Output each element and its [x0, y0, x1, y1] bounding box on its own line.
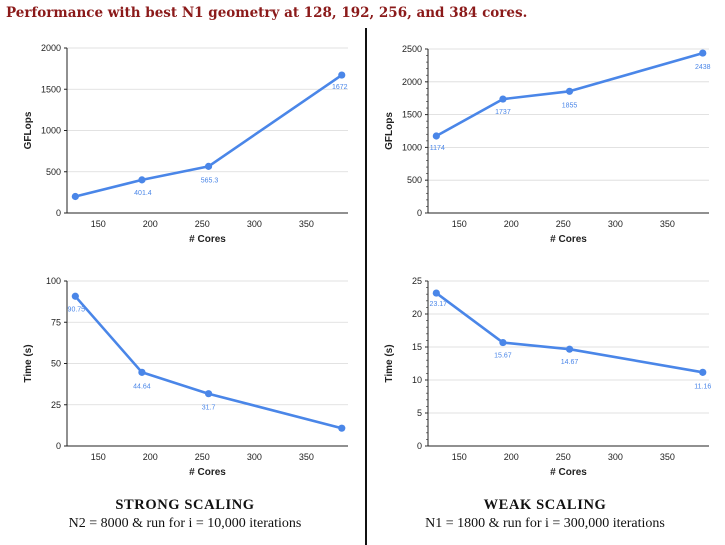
x-axis-label: # Cores: [189, 234, 226, 245]
data-label: 1174: [430, 145, 445, 152]
data-point: [432, 289, 440, 297]
series-line: [435, 292, 704, 374]
y-tick-label: 1500: [402, 110, 422, 120]
data-point: [204, 390, 213, 398]
caption-strong-scaling: STRONG SCALING N2 = 8000 & run for i = 1…: [20, 497, 350, 532]
caption-weak-title: WEAK SCALING: [483, 497, 607, 513]
y-axis-label: GFLops: [384, 112, 395, 150]
x-axis-label: # Cores: [550, 467, 587, 478]
data-point: [338, 71, 346, 79]
chart-weak-time: 0 5 10 15 20 25 150 200 250 300 350 # Cores Time (s)…: [384, 276, 711, 478]
data-label: 15.67: [494, 353, 512, 360]
y-tick-label: 5: [417, 408, 422, 418]
series-line: [435, 51, 704, 138]
y-tick-label: 0: [56, 208, 61, 218]
data-label: 1672: [332, 84, 348, 91]
y-tick-label: 1000: [41, 126, 61, 136]
data-point: [138, 176, 146, 184]
y-tick-label: 15: [412, 342, 422, 352]
data-point: [432, 132, 440, 140]
panel-divider: [365, 28, 367, 545]
data-point: [699, 49, 707, 57]
caption-weak-subtitle: N1 = 1800 & run for i = 300,000 iteratio…: [425, 516, 665, 531]
x-tick-label: 200: [143, 452, 158, 462]
data-point: [499, 95, 507, 103]
data-point: [138, 368, 146, 376]
series-line: [74, 74, 343, 198]
y-tick-label: 75: [51, 317, 61, 327]
y-tick-label: 0: [417, 208, 422, 218]
series-line: [74, 295, 343, 430]
y-tick-label: 1000: [402, 142, 422, 152]
data-label: 1737: [495, 109, 511, 116]
y-axis-label: Time (s): [384, 344, 395, 382]
x-tick-label: 200: [143, 219, 158, 229]
x-tick-label: 350: [299, 452, 314, 462]
data-point: [565, 87, 574, 95]
data-point: [71, 292, 79, 300]
x-tick-label: 150: [452, 452, 467, 462]
y-tick-label: 25: [412, 276, 422, 286]
y-tick-label: 25: [51, 400, 61, 410]
data-point: [71, 192, 79, 201]
data-label: 1855: [562, 102, 578, 109]
x-tick-label: 300: [608, 219, 623, 229]
y-tick-label: 0: [56, 441, 61, 451]
data-label: 90.75: [68, 306, 86, 313]
y-tick-label: 10: [412, 375, 422, 385]
y-tick-label: 500: [407, 175, 422, 185]
x-tick-label: 250: [195, 219, 210, 229]
data-point: [204, 162, 213, 170]
y-tick-label: 500: [46, 167, 61, 177]
chart-weak-gflops: 0 500 1000 1500 2000 2500 150 200 250 300 350 # Cor…: [384, 44, 711, 245]
data-point: [338, 424, 346, 432]
y-tick-label: 1500: [41, 84, 61, 94]
x-tick-label: 300: [608, 452, 623, 462]
y-axis-label: GFLops: [23, 111, 34, 149]
caption-weak-scaling: WEAK SCALING N1 = 1800 & run for i = 300…: [380, 497, 710, 532]
data-label: 23.17: [430, 301, 448, 308]
x-tick-label: 350: [299, 219, 314, 229]
data-point: [699, 368, 707, 376]
data-label: 565.3: [201, 177, 219, 184]
chart-strong-time: 0 25 50 75 100 150 200 250 300 350 # Cores Time (s)…: [23, 276, 348, 478]
y-tick-label: 2000: [41, 43, 61, 53]
x-axis-label: # Cores: [550, 234, 587, 245]
data-label: 44.64: [133, 383, 151, 390]
y-tick-label: 50: [51, 359, 61, 369]
x-tick-label: 350: [660, 452, 675, 462]
x-tick-label: 350: [660, 219, 675, 229]
data-point: [499, 338, 507, 347]
page-title: Performance with best N1 geometry at 128…: [6, 5, 528, 21]
y-tick-label: 20: [412, 309, 422, 319]
data-label: 31.7: [202, 405, 216, 412]
x-tick-label: 200: [504, 452, 519, 462]
data-label: 11.16: [694, 383, 711, 390]
y-tick-label: 2500: [402, 44, 422, 54]
x-tick-label: 150: [452, 219, 467, 229]
data-label: 14.67: [561, 359, 579, 366]
y-tick-label: 100: [46, 276, 61, 286]
x-tick-label: 300: [247, 452, 262, 462]
x-tick-label: 150: [91, 452, 106, 462]
x-tick-label: 250: [556, 452, 571, 462]
x-axis-label: # Cores: [189, 467, 226, 478]
y-tick-label: 2000: [402, 77, 422, 87]
data-point: [565, 345, 574, 353]
x-tick-label: 250: [195, 452, 210, 462]
x-tick-label: 250: [556, 219, 571, 229]
data-label: 2438: [695, 64, 711, 71]
x-tick-label: 150: [91, 219, 106, 229]
y-axis-label: Time (s): [23, 344, 34, 382]
data-label: 401.4: [134, 190, 152, 197]
y-tick-label: 0: [417, 441, 422, 451]
chart-strong-gflops: 0 500 1000 1500 2000 150 200 250 300 350 # Cores GF…: [23, 43, 348, 245]
x-tick-label: 200: [504, 219, 519, 229]
caption-strong-subtitle: N2 = 8000 & run for i = 10,000 iteration…: [68, 516, 302, 531]
caption-strong-title: STRONG SCALING: [115, 497, 255, 513]
x-tick-label: 300: [247, 219, 262, 229]
